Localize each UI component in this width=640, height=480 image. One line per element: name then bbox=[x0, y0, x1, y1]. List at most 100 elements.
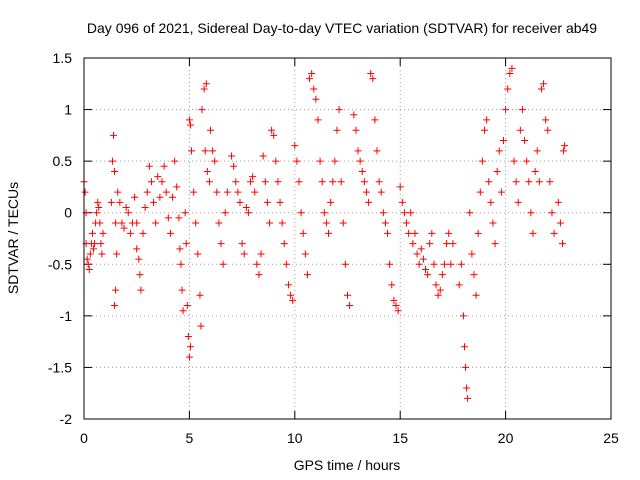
data-point bbox=[135, 255, 143, 263]
y-axis-label: SDTVAR / TECUs bbox=[5, 182, 21, 294]
data-point bbox=[457, 260, 465, 268]
data-point bbox=[419, 255, 427, 263]
data-point bbox=[384, 229, 392, 237]
x-tick-label: 15 bbox=[392, 430, 408, 446]
data-point bbox=[533, 147, 541, 155]
data-point bbox=[293, 157, 301, 165]
data-point bbox=[487, 198, 495, 206]
data-point bbox=[331, 157, 339, 165]
y-tick-label: 0 bbox=[64, 205, 72, 221]
data-point bbox=[365, 198, 373, 206]
x-axis-label: GPS time / hours bbox=[294, 457, 401, 473]
data-point bbox=[173, 183, 181, 191]
data-point bbox=[495, 147, 503, 155]
data-point bbox=[185, 116, 193, 124]
data-point bbox=[113, 250, 121, 258]
data-point bbox=[346, 302, 354, 310]
data-point bbox=[497, 188, 505, 196]
data-point bbox=[118, 219, 126, 227]
data-point bbox=[143, 188, 151, 196]
data-point bbox=[177, 260, 185, 268]
data-point bbox=[417, 245, 425, 253]
data-point bbox=[356, 157, 364, 165]
data-point bbox=[93, 209, 101, 217]
data-point bbox=[478, 157, 486, 165]
data-point bbox=[145, 162, 153, 170]
data-points bbox=[80, 64, 569, 402]
y-tick-label: -0.5 bbox=[48, 256, 72, 272]
y-tick-label: 0.5 bbox=[53, 153, 73, 169]
data-point bbox=[432, 281, 440, 289]
data-point bbox=[506, 69, 514, 77]
data-point bbox=[217, 240, 225, 248]
data-point bbox=[158, 178, 166, 186]
data-point bbox=[428, 229, 436, 237]
data-point bbox=[221, 209, 229, 217]
data-point bbox=[156, 193, 164, 201]
data-point bbox=[518, 106, 526, 114]
data-point bbox=[483, 116, 491, 124]
data-point bbox=[253, 260, 261, 268]
data-point bbox=[94, 198, 102, 206]
data-point bbox=[424, 271, 432, 279]
data-point bbox=[88, 229, 96, 237]
data-point bbox=[466, 209, 474, 217]
data-point bbox=[154, 173, 162, 181]
data-point bbox=[91, 240, 99, 248]
data-point bbox=[249, 173, 257, 181]
data-point bbox=[350, 111, 358, 119]
data-point bbox=[255, 271, 263, 279]
y-tick-label: 1.5 bbox=[53, 50, 73, 66]
data-point bbox=[561, 142, 569, 150]
data-point bbox=[440, 260, 448, 268]
data-point bbox=[390, 296, 398, 304]
x-tick-label: 25 bbox=[603, 430, 619, 446]
data-point bbox=[263, 198, 271, 206]
data-point bbox=[548, 209, 556, 217]
y-tick-label: -2 bbox=[60, 411, 73, 427]
data-point bbox=[502, 106, 510, 114]
data-point bbox=[436, 286, 444, 294]
data-point bbox=[81, 188, 89, 196]
data-point bbox=[527, 209, 535, 217]
data-point bbox=[202, 80, 210, 88]
data-point bbox=[411, 229, 419, 237]
data-point bbox=[546, 178, 554, 186]
data-point bbox=[111, 167, 119, 175]
data-point bbox=[430, 260, 438, 268]
data-point bbox=[470, 271, 478, 279]
data-point bbox=[322, 219, 330, 227]
y-tick-label: -1.5 bbox=[48, 359, 72, 375]
data-point bbox=[388, 281, 396, 289]
data-point bbox=[337, 178, 345, 186]
data-point bbox=[354, 147, 362, 155]
data-point bbox=[400, 209, 408, 217]
data-point bbox=[194, 250, 202, 258]
data-point bbox=[190, 188, 198, 196]
data-point bbox=[272, 157, 280, 165]
data-point bbox=[474, 229, 482, 237]
data-point bbox=[280, 240, 288, 248]
data-point bbox=[499, 137, 507, 145]
data-point bbox=[201, 147, 209, 155]
data-point bbox=[83, 255, 91, 263]
data-point bbox=[360, 178, 368, 186]
data-point bbox=[89, 245, 97, 253]
data-point bbox=[86, 250, 94, 258]
data-point bbox=[504, 85, 512, 93]
data-point bbox=[242, 204, 250, 212]
data-point bbox=[514, 198, 522, 206]
data-point bbox=[421, 265, 429, 273]
data-point bbox=[160, 162, 168, 170]
data-point bbox=[238, 240, 246, 248]
data-point bbox=[489, 219, 497, 227]
data-point bbox=[407, 209, 415, 217]
data-point bbox=[136, 271, 144, 279]
data-point bbox=[476, 188, 484, 196]
data-point bbox=[544, 126, 552, 134]
data-point bbox=[139, 229, 147, 237]
data-point bbox=[215, 219, 223, 227]
data-point bbox=[112, 286, 120, 294]
data-point bbox=[297, 209, 305, 217]
data-point bbox=[152, 219, 160, 227]
